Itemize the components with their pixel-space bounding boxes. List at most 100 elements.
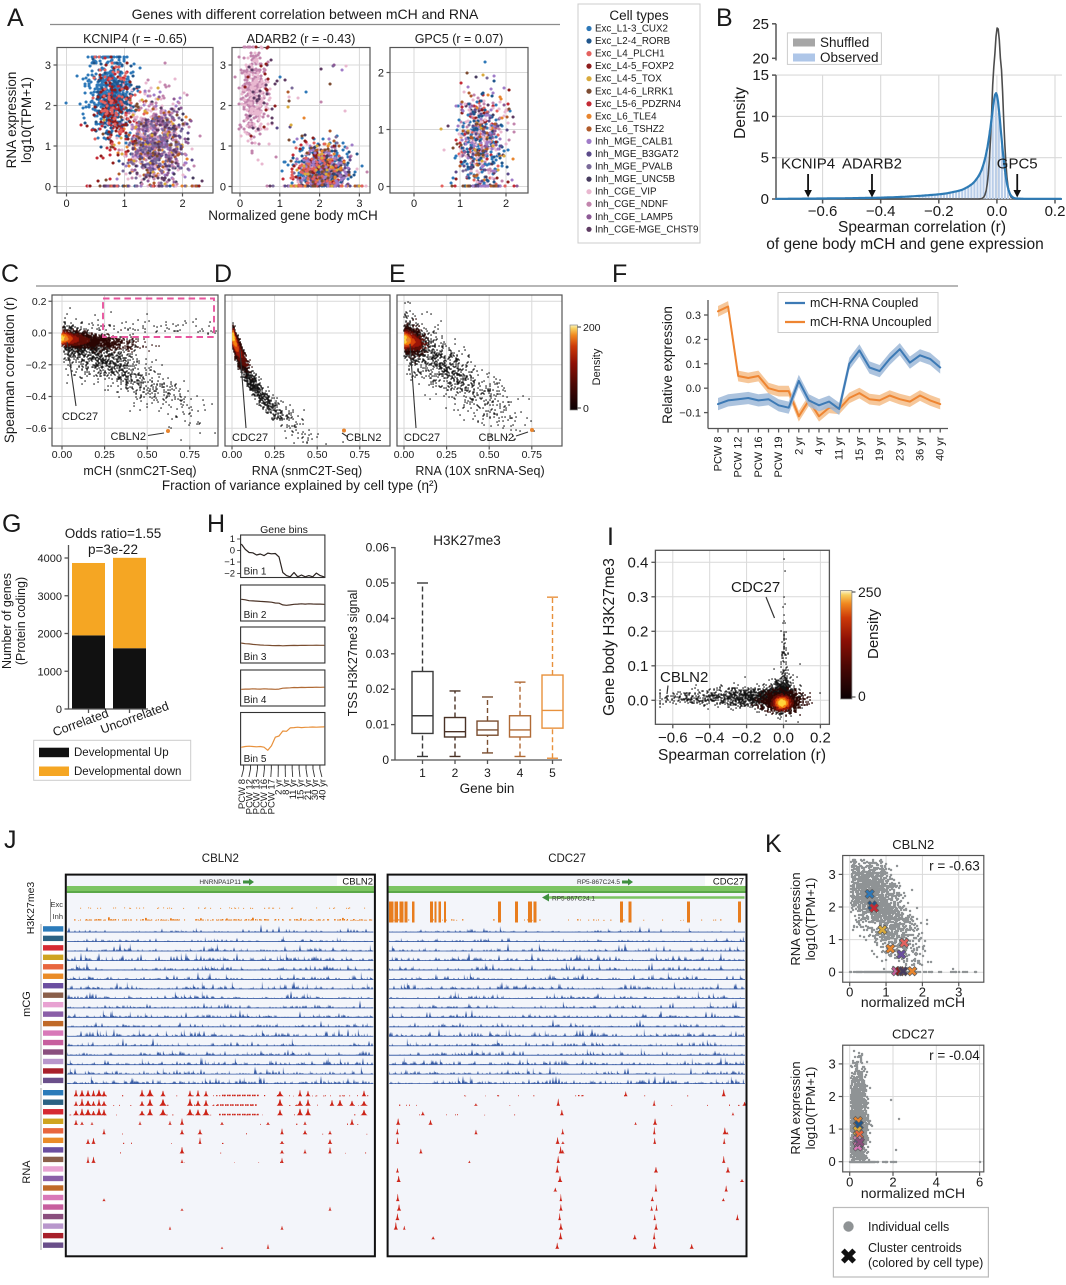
svg-text:log10(TPM+1): log10(TPM+1) bbox=[803, 878, 818, 961]
svg-text:0: 0 bbox=[583, 403, 589, 415]
svg-text:0.0: 0.0 bbox=[686, 383, 701, 395]
svg-text:Exc_L6_TLE4: Exc_L6_TLE4 bbox=[595, 111, 657, 122]
svg-text:CDC27: CDC27 bbox=[713, 877, 744, 888]
svg-text:0.2: 0.2 bbox=[32, 296, 47, 308]
svg-text:Exc_L5-6_PDZRN4: Exc_L5-6_PDZRN4 bbox=[595, 99, 682, 110]
svg-text:0.00: 0.00 bbox=[222, 449, 243, 461]
svg-text:40 yr: 40 yr bbox=[935, 436, 947, 461]
svg-text:250: 250 bbox=[858, 584, 882, 600]
svg-text:Bin 4: Bin 4 bbox=[244, 695, 267, 706]
svg-text:Spearman correlation (r): Spearman correlation (r) bbox=[838, 219, 1006, 236]
svg-text:2: 2 bbox=[828, 900, 835, 915]
svg-text:1: 1 bbox=[828, 1122, 835, 1137]
svg-text:Inh_CGE_VIP: Inh_CGE_VIP bbox=[595, 187, 657, 198]
svg-text:0.3: 0.3 bbox=[628, 589, 649, 606]
svg-text:Fraction of variance explained: Fraction of variance explained by cell t… bbox=[162, 478, 438, 493]
svg-text:RNA (snmC2T-Seq): RNA (snmC2T-Seq) bbox=[252, 464, 362, 478]
svg-text:CDC27: CDC27 bbox=[731, 579, 780, 596]
svg-text:p=3e-22: p=3e-22 bbox=[88, 542, 138, 557]
svg-text:Spearman correlation (r): Spearman correlation (r) bbox=[2, 297, 17, 443]
svg-text:2: 2 bbox=[378, 68, 384, 80]
svg-text:CDC27: CDC27 bbox=[232, 432, 268, 444]
svg-text:0.4: 0.4 bbox=[628, 554, 649, 571]
svg-text:0.75: 0.75 bbox=[180, 449, 201, 461]
svg-text:Developmental down: Developmental down bbox=[74, 766, 181, 778]
svg-text:0.00: 0.00 bbox=[52, 449, 73, 461]
svg-text:15 yr: 15 yr bbox=[854, 436, 866, 461]
svg-text:0.03: 0.03 bbox=[366, 647, 390, 661]
svg-text:3: 3 bbox=[220, 60, 226, 72]
svg-text:Gene bins: Gene bins bbox=[260, 524, 308, 536]
svg-text:2000: 2000 bbox=[38, 629, 62, 641]
svg-text:Inh_CGE_LAMP5: Inh_CGE_LAMP5 bbox=[595, 212, 673, 223]
svg-text:0: 0 bbox=[63, 198, 69, 210]
svg-text:−0.1: −0.1 bbox=[679, 408, 701, 420]
svg-text:CBLN2: CBLN2 bbox=[479, 432, 514, 444]
svg-text:CBLN2: CBLN2 bbox=[346, 432, 381, 444]
svg-text:Inh: Inh bbox=[53, 912, 63, 921]
svg-text:B: B bbox=[716, 4, 733, 32]
svg-text:I: I bbox=[607, 523, 614, 551]
svg-text:Exc_L1-3_CUX2: Exc_L1-3_CUX2 bbox=[595, 24, 668, 35]
svg-text:−0.2: −0.2 bbox=[924, 203, 954, 220]
svg-text:0.2: 0.2 bbox=[1045, 203, 1066, 220]
svg-text:Gene bin: Gene bin bbox=[460, 781, 515, 796]
svg-text:Observed: Observed bbox=[820, 50, 879, 65]
svg-text:0: 0 bbox=[761, 191, 769, 208]
svg-text:normalized mCH: normalized mCH bbox=[861, 1185, 965, 1201]
svg-text:PCW 12: PCW 12 bbox=[733, 437, 745, 478]
svg-text:0: 0 bbox=[858, 688, 866, 704]
svg-text:Shuffled: Shuffled bbox=[820, 35, 869, 50]
svg-text:0: 0 bbox=[378, 182, 384, 194]
svg-text:0: 0 bbox=[846, 1174, 853, 1189]
svg-text:3: 3 bbox=[828, 1056, 835, 1071]
svg-text:0.2: 0.2 bbox=[628, 623, 649, 640]
svg-text:Exc: Exc bbox=[50, 900, 63, 909]
svg-text:mCH-RNA Coupled: mCH-RNA Coupled bbox=[810, 296, 918, 310]
svg-text:of gene body mCH and gene expr: of gene body mCH and gene expression bbox=[766, 236, 1043, 253]
svg-text:CDC27: CDC27 bbox=[548, 853, 586, 865]
svg-text:Bin 1: Bin 1 bbox=[244, 567, 267, 578]
svg-text:normalized mCH: normalized mCH bbox=[861, 994, 965, 1010]
svg-text:1000: 1000 bbox=[38, 666, 62, 678]
svg-text:1: 1 bbox=[419, 766, 426, 780]
svg-text:RNA: RNA bbox=[21, 1160, 33, 1184]
svg-text:mCH-RNA Uncoupled: mCH-RNA Uncoupled bbox=[810, 315, 932, 329]
svg-text:H3K27me3: H3K27me3 bbox=[433, 533, 501, 548]
svg-text:0: 0 bbox=[828, 1154, 835, 1169]
svg-text:−0.4: −0.4 bbox=[26, 391, 47, 403]
svg-text:0.0: 0.0 bbox=[986, 203, 1007, 220]
svg-text:Individual cells: Individual cells bbox=[868, 1220, 949, 1234]
svg-text:2: 2 bbox=[452, 766, 459, 780]
svg-text:Genes with different correlati: Genes with different correlation between… bbox=[132, 6, 479, 22]
svg-text:PCW 8: PCW 8 bbox=[713, 437, 725, 472]
svg-text:Cluster centroids: Cluster centroids bbox=[868, 1241, 962, 1255]
svg-text:Exc_L4_PLCH1: Exc_L4_PLCH1 bbox=[595, 49, 665, 60]
svg-text:2: 2 bbox=[503, 198, 509, 210]
svg-text:Number of genes: Number of genes bbox=[0, 573, 14, 669]
svg-text:PCW 16: PCW 16 bbox=[753, 437, 765, 478]
svg-text:KCNIP4 (r = -0.65): KCNIP4 (r = -0.65) bbox=[83, 32, 187, 46]
svg-text:Bin 3: Bin 3 bbox=[244, 652, 267, 663]
svg-text:3: 3 bbox=[828, 867, 835, 882]
svg-text:1: 1 bbox=[45, 141, 51, 153]
svg-text:−0.4: −0.4 bbox=[695, 729, 725, 746]
svg-text:Bin 2: Bin 2 bbox=[244, 610, 267, 621]
svg-text:0.75: 0.75 bbox=[522, 449, 543, 461]
svg-text:CDC27: CDC27 bbox=[404, 432, 440, 444]
svg-text:40 yr: 40 yr bbox=[317, 779, 328, 800]
svg-text:0.1: 0.1 bbox=[628, 658, 649, 675]
svg-text:TSS H3K27me3 signal: TSS H3K27me3 signal bbox=[346, 590, 360, 716]
svg-text:−0.6: −0.6 bbox=[658, 729, 688, 746]
svg-text:RP5-867C24.1: RP5-867C24.1 bbox=[552, 896, 595, 903]
svg-text:H3K27me3: H3K27me3 bbox=[25, 882, 37, 935]
svg-text:0.3: 0.3 bbox=[686, 310, 701, 322]
svg-text:Exc_L4-5_FOXP2: Exc_L4-5_FOXP2 bbox=[595, 61, 674, 72]
svg-text:RNA expression: RNA expression bbox=[788, 1061, 803, 1154]
svg-text:D: D bbox=[214, 260, 232, 288]
svg-text:2: 2 bbox=[220, 101, 226, 113]
svg-text:−0.4: −0.4 bbox=[866, 203, 896, 220]
svg-text:Exc_L4-5_TOX: Exc_L4-5_TOX bbox=[595, 74, 662, 85]
svg-text:0: 0 bbox=[230, 546, 235, 557]
svg-text:0.2: 0.2 bbox=[810, 729, 831, 746]
